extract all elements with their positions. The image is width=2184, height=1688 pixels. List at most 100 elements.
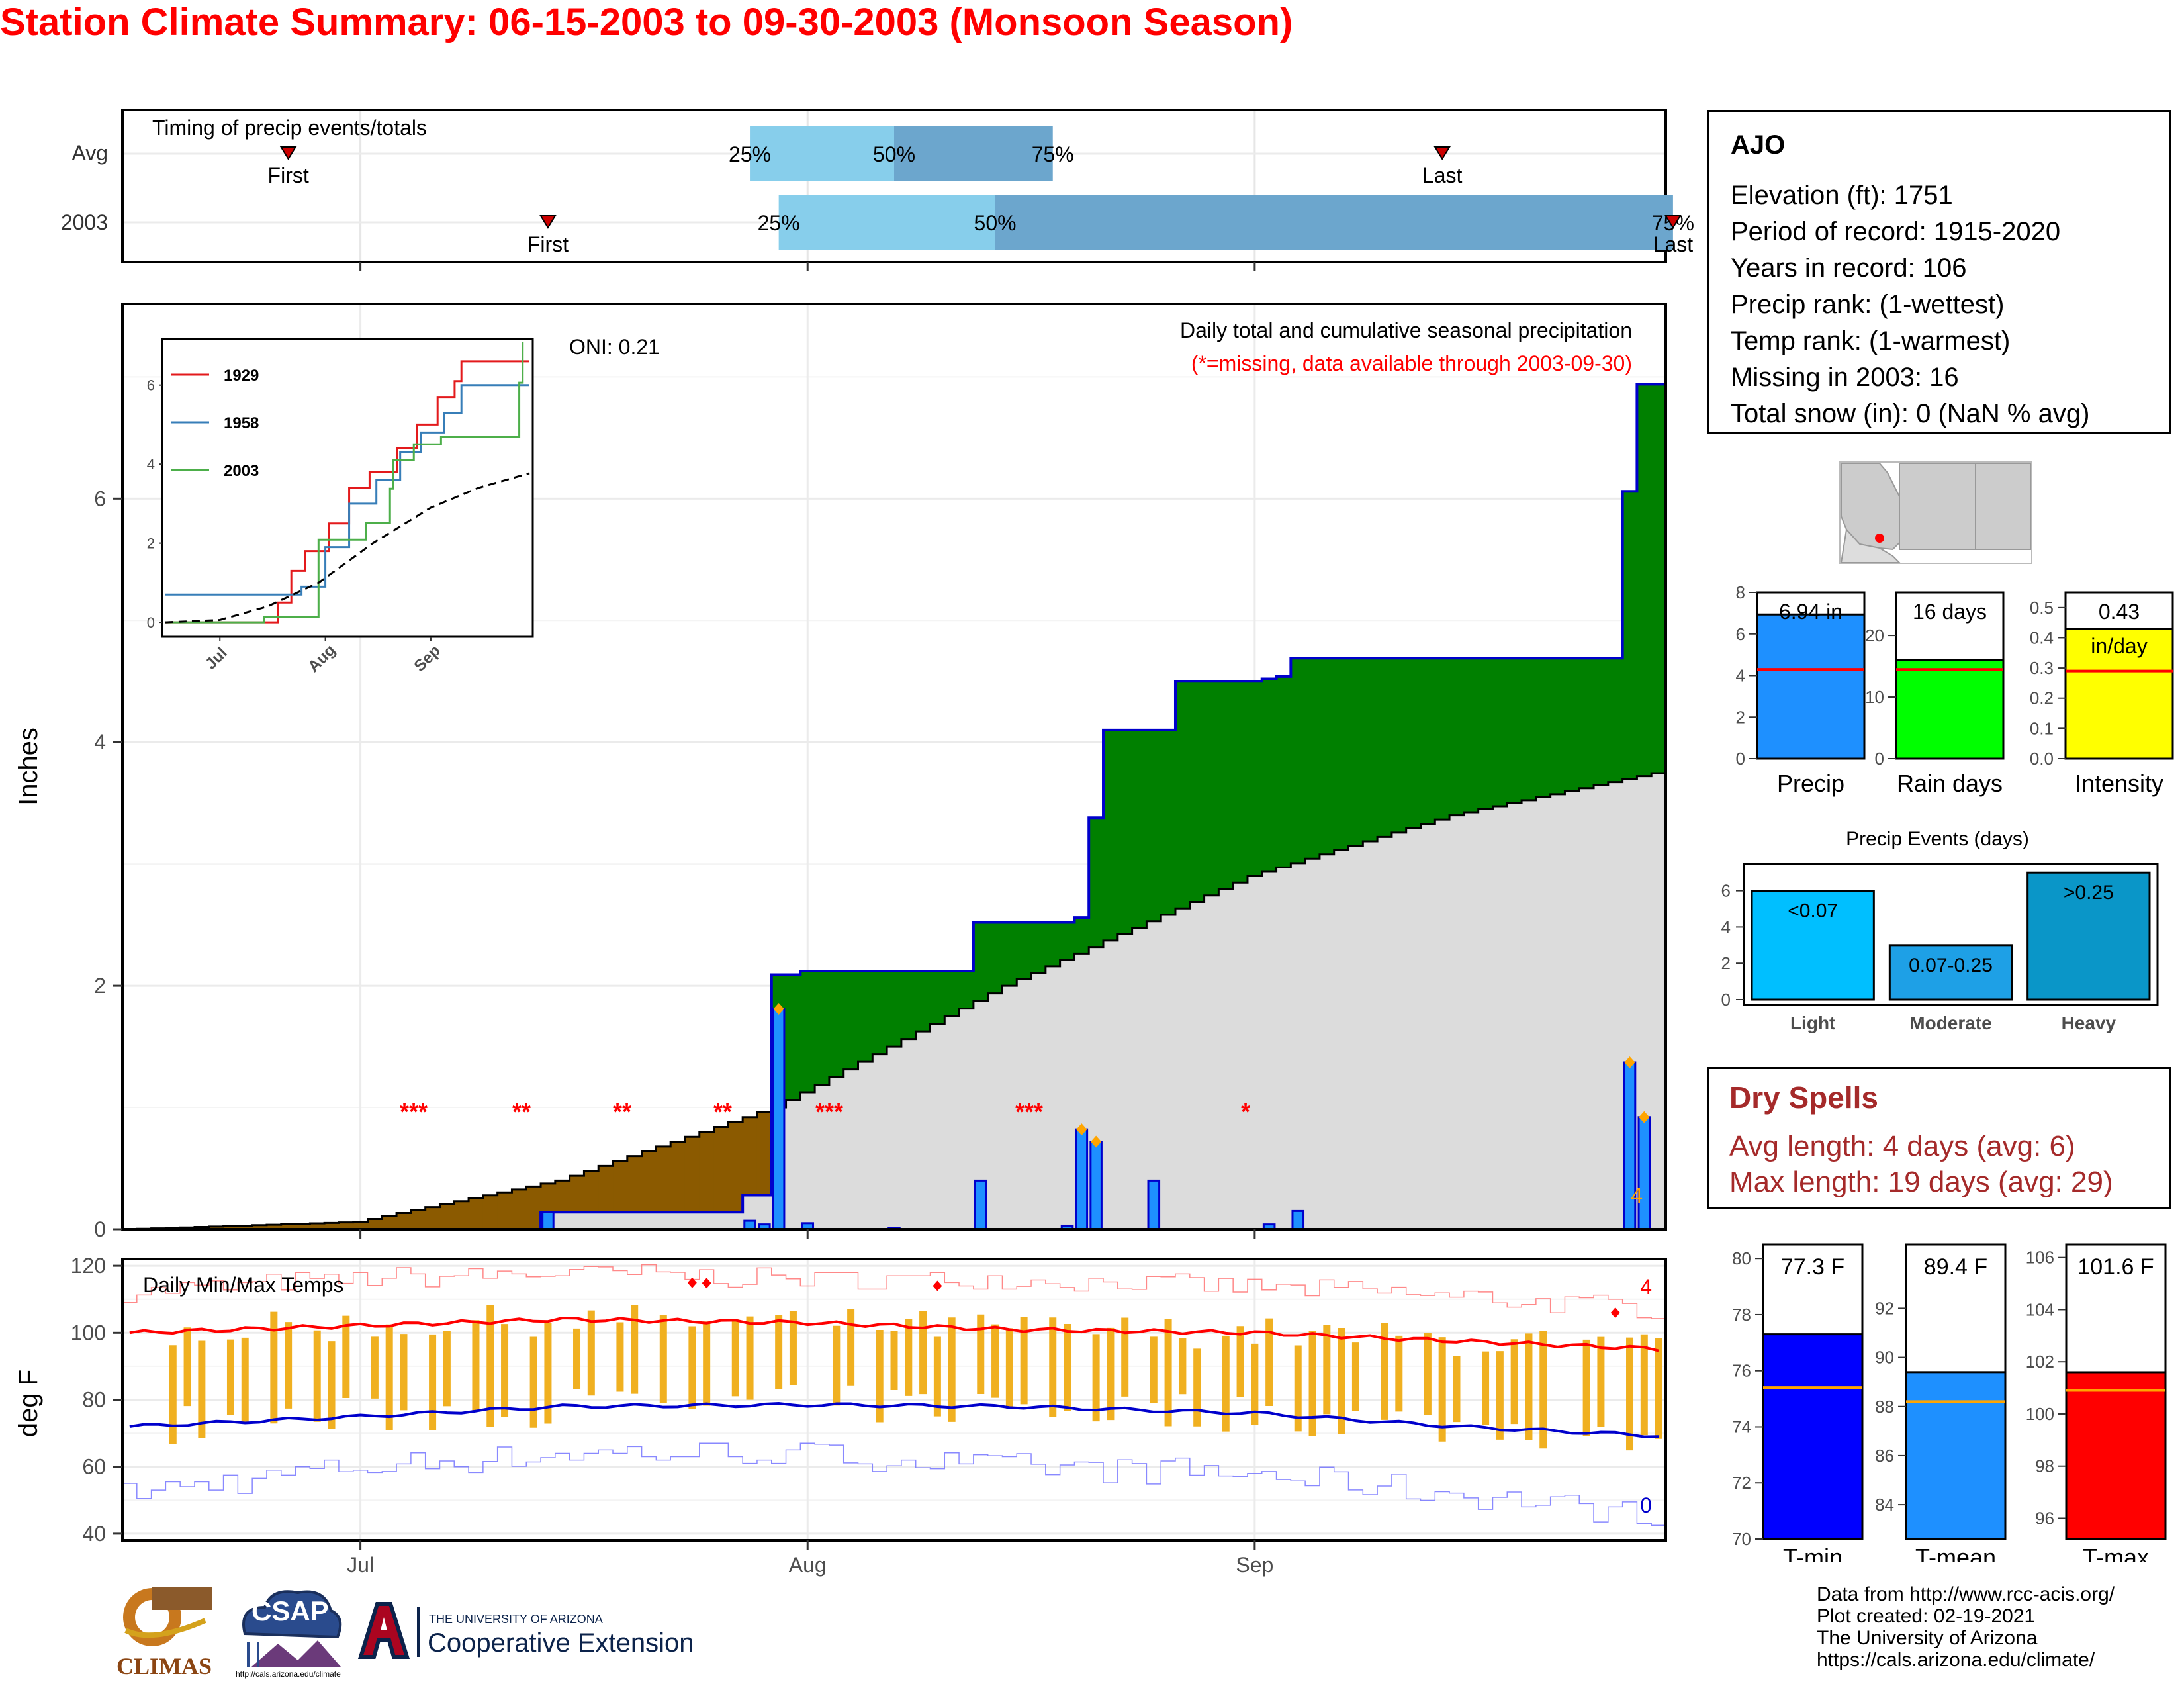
precip-below-both-area bbox=[1117, 934, 1133, 1229]
precip-deficit-area bbox=[569, 1176, 585, 1213]
temp-bar-T-max bbox=[2065, 1371, 2167, 1540]
locator-map bbox=[1839, 461, 2032, 564]
events-x-label: Moderate bbox=[1909, 1013, 1991, 1033]
mini-bar-value-label: 6.94 in bbox=[1779, 600, 1843, 624]
precip-below-both-area bbox=[713, 1212, 729, 1229]
oni-label: ONI: 0.21 bbox=[569, 335, 660, 359]
precip-below-both-area bbox=[1449, 815, 1465, 1229]
precip-surplus-area bbox=[1377, 658, 1392, 837]
missing-data-mark: *** bbox=[400, 1098, 428, 1125]
precip-deficit-area bbox=[208, 1226, 224, 1229]
precip-below-both-area bbox=[1391, 832, 1407, 1229]
events-x-label: Light bbox=[1790, 1013, 1835, 1033]
precip-below-both-area bbox=[915, 1031, 931, 1229]
precip-below-both-area bbox=[1507, 803, 1522, 1229]
precip-below-both-area bbox=[1565, 791, 1580, 1229]
precip-below-both-area bbox=[569, 1212, 585, 1229]
precip-below-both-area bbox=[555, 1212, 570, 1229]
precip-below-both-area bbox=[1522, 800, 1537, 1229]
timing-pct-label: 50% bbox=[974, 211, 1017, 235]
credit-data-source: Data from http://www.rcc-acis.org/ bbox=[1817, 1583, 2115, 1605]
dry-spells-title: Dry Spells bbox=[1729, 1080, 1878, 1115]
precip-surplus-area bbox=[1117, 729, 1133, 935]
precip-below-both-area bbox=[1031, 972, 1046, 1229]
credits: Data from http://www.rcc-acis.org/ Plot … bbox=[1817, 1583, 2115, 1671]
temp-y-tick-label: 120 bbox=[71, 1254, 106, 1278]
first-event-label: First bbox=[268, 164, 309, 187]
mini-bar-value-label: 0.43 bbox=[2099, 600, 2140, 624]
mini-bar-tick-label: 0.5 bbox=[2030, 598, 2054, 618]
station-info-box: AJO Elevation (ft): 1751 Period of recor… bbox=[1707, 110, 2171, 434]
precip-surplus-area bbox=[1363, 658, 1378, 841]
timing-bar-25-50 bbox=[778, 195, 995, 250]
daily-precip-bar bbox=[772, 1008, 786, 1231]
last-event-marker bbox=[1664, 215, 1682, 229]
temp-bar-name: T-min bbox=[1783, 1544, 1843, 1562]
precip-deficit-area bbox=[713, 1127, 729, 1213]
precip-below-both-area bbox=[858, 1062, 873, 1229]
temp-x-tick-label: Aug bbox=[789, 1553, 827, 1577]
precip-below-both-area bbox=[1204, 895, 1219, 1229]
temp-bar-tick-label: 96 bbox=[2035, 1508, 2054, 1528]
precip-below-both-area bbox=[656, 1212, 671, 1229]
precip-below-both-area bbox=[1594, 785, 1609, 1229]
mini-bar-tick-label: 0.3 bbox=[2030, 658, 2054, 678]
ua-a-logo bbox=[357, 1601, 410, 1660]
precip-surplus-area bbox=[930, 971, 945, 1024]
precip-below-both-area bbox=[1161, 914, 1176, 1229]
temp-bar-value-label: 77.3 F bbox=[1781, 1254, 1844, 1280]
precip-surplus-area bbox=[843, 971, 859, 1070]
precip-below-both-area bbox=[872, 1054, 887, 1229]
temp-bar-tick-label: 86 bbox=[1875, 1446, 1894, 1466]
precip-deficit-area bbox=[266, 1225, 282, 1229]
inset-y-tick-label: 2 bbox=[147, 536, 155, 552]
precip-surplus-area bbox=[829, 971, 844, 1078]
events-x-label: Heavy bbox=[2062, 1013, 2116, 1033]
temp-bar-tick-label: 78 bbox=[1732, 1305, 1751, 1325]
temp-bar-tick-label: 74 bbox=[1732, 1417, 1751, 1436]
precip-below-both-area bbox=[1002, 986, 1017, 1229]
precip-surplus-area bbox=[1233, 681, 1248, 883]
precip-below-both-area bbox=[1579, 788, 1594, 1229]
timing-row-label-avg: Avg bbox=[71, 141, 108, 165]
precip-below-both-area bbox=[786, 1100, 801, 1229]
daily-record-marker bbox=[773, 1003, 784, 1015]
logo-divider bbox=[417, 1607, 420, 1657]
precip-below-both-area bbox=[973, 1001, 989, 1229]
events-bar-label: >0.25 bbox=[2064, 882, 2114, 904]
precip-surplus-area bbox=[1175, 681, 1191, 909]
precip-surplus-area bbox=[1002, 922, 1017, 986]
precip-below-both-area bbox=[901, 1039, 917, 1229]
inset-legend-label: 2003 bbox=[224, 462, 259, 480]
precip-deficit-area bbox=[555, 1180, 570, 1213]
precip-surplus-area bbox=[1420, 658, 1435, 824]
precip-deficit-area bbox=[338, 1222, 354, 1229]
station-precip-rank: Precip rank: (1-wettest) bbox=[1731, 290, 2005, 319]
precip-below-both-area bbox=[1103, 940, 1118, 1229]
temp-bar-tick-label: 104 bbox=[2026, 1299, 2054, 1319]
precip-below-both-area bbox=[1261, 871, 1277, 1229]
mini-bar-tick-label: 4 bbox=[1736, 666, 1745, 686]
daily-precip-bar bbox=[1147, 1179, 1161, 1231]
normal-low-line bbox=[129, 1402, 1659, 1438]
precip-below-both-area bbox=[815, 1084, 830, 1229]
mini-bar-tick-label: 0.1 bbox=[2030, 718, 2054, 738]
precip-surplus-area bbox=[1579, 658, 1594, 788]
precip-deficit-area bbox=[728, 1122, 743, 1213]
precip-surplus-area bbox=[1550, 658, 1566, 794]
precip-surplus-area bbox=[1276, 676, 1291, 868]
station-missing: Missing in 2003: 16 bbox=[1731, 363, 1959, 392]
mini-bar-tick-label: 8 bbox=[1736, 583, 1745, 602]
precip-below-both-area bbox=[987, 993, 1003, 1229]
daily-precip-bar bbox=[541, 1211, 555, 1231]
precip-below-both-area bbox=[944, 1016, 960, 1229]
daily-record-marker bbox=[1076, 1123, 1087, 1136]
last-event-marker bbox=[1433, 146, 1451, 160]
missing-data-mark: *** bbox=[1015, 1098, 1043, 1125]
station-temp-rank: Temp rank: (1-warmest) bbox=[1731, 326, 2011, 355]
precip-surplus-area bbox=[1492, 658, 1508, 806]
precip-below-both-area bbox=[598, 1212, 614, 1229]
mini-bar-tick-label: 20 bbox=[1865, 626, 1884, 645]
